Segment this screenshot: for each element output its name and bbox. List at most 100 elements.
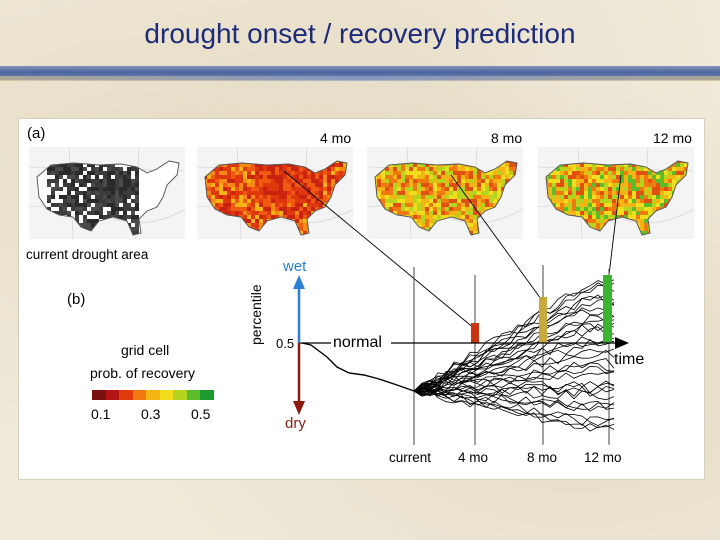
grid-cell xyxy=(299,199,303,203)
grid-cell xyxy=(327,175,331,179)
grid-cell xyxy=(303,219,307,223)
grid-cell xyxy=(429,215,433,219)
grid-cell xyxy=(584,171,588,175)
grid-cell xyxy=(135,191,139,195)
grid-cell xyxy=(51,203,55,207)
grid-cell xyxy=(552,175,556,179)
x-tick-12mo: 12 mo xyxy=(584,450,622,465)
grid-cell xyxy=(560,171,564,175)
grid-cell xyxy=(315,183,319,187)
grid-cell xyxy=(87,207,91,211)
grid-cell xyxy=(111,183,115,187)
grid-cell xyxy=(79,175,83,179)
grid-cell xyxy=(624,203,628,207)
grid-cell xyxy=(481,179,485,183)
ensemble-trace xyxy=(413,326,615,392)
grid-cell xyxy=(449,179,453,183)
grid-cell xyxy=(71,211,75,215)
grid-cell xyxy=(37,175,39,179)
grid-cell xyxy=(385,191,389,195)
grid-cell xyxy=(425,207,429,211)
grid-cell xyxy=(111,187,115,191)
grid-cell xyxy=(91,175,95,179)
grid-cell xyxy=(119,195,123,199)
grid-cell xyxy=(636,203,640,207)
grid-cell xyxy=(283,183,287,187)
grid-cell xyxy=(433,191,437,195)
grid-cell xyxy=(151,191,155,195)
grid-cell xyxy=(684,167,688,171)
grid-cell xyxy=(111,175,115,179)
grid-cell xyxy=(295,187,299,191)
grid-cell xyxy=(303,199,307,203)
grid-cell xyxy=(79,171,83,175)
grid-cell xyxy=(87,191,91,195)
grid-cell xyxy=(668,167,672,171)
grid-cell xyxy=(235,199,239,203)
grid-cell xyxy=(87,211,91,215)
title-rule-accent xyxy=(0,76,720,81)
grid-cell xyxy=(267,171,271,175)
grid-cell xyxy=(389,187,393,191)
grid-cell xyxy=(461,179,465,183)
grid-cell xyxy=(377,191,381,195)
grid-cell xyxy=(335,179,339,183)
grid-cell xyxy=(469,167,473,171)
grid-cell xyxy=(405,203,409,207)
grid-cell xyxy=(219,207,223,211)
grid-cell xyxy=(103,195,107,199)
time-arrowhead xyxy=(615,337,629,349)
grid-cell xyxy=(275,163,279,167)
grid-cell xyxy=(115,203,119,207)
grid-cell xyxy=(576,179,580,183)
grid-cell xyxy=(449,203,453,207)
grid-cell xyxy=(123,211,127,215)
map-12mo xyxy=(538,147,694,239)
grid-cell xyxy=(461,215,465,219)
grid-cell xyxy=(103,203,107,207)
grid-cell xyxy=(231,163,235,167)
grid-cell xyxy=(319,183,323,187)
grid-cell xyxy=(556,175,560,179)
grid-cell xyxy=(287,207,291,211)
grid-cell xyxy=(99,215,103,219)
grid-cell xyxy=(247,195,251,199)
grid-cell xyxy=(509,175,513,179)
grid-cell xyxy=(279,199,283,203)
grid-cell xyxy=(279,163,283,167)
connector-8mo xyxy=(450,174,542,300)
grid-cell xyxy=(111,211,115,215)
grid-cell xyxy=(608,203,612,207)
grid-cell xyxy=(433,167,437,171)
grid-cell xyxy=(107,211,111,215)
grid-cell xyxy=(103,171,107,175)
grid-cell xyxy=(271,211,275,215)
grid-cell xyxy=(652,195,656,199)
grid-cell xyxy=(616,167,620,171)
grid-cell xyxy=(123,167,127,171)
grid-cell xyxy=(299,203,303,207)
grid-cell xyxy=(612,195,616,199)
grid-cell xyxy=(227,199,231,203)
grid-cell xyxy=(327,191,331,195)
grid-cell xyxy=(584,203,588,207)
grid-cell xyxy=(67,195,71,199)
grid-cell xyxy=(211,179,215,183)
grid-cell xyxy=(417,199,421,203)
grid-cell xyxy=(576,203,580,207)
grid-cell xyxy=(119,183,123,187)
grid-cell xyxy=(107,207,111,211)
grid-cell xyxy=(493,203,497,207)
grid-cell xyxy=(584,199,588,203)
grid-cell xyxy=(71,163,75,167)
grid-cell xyxy=(135,175,139,179)
grid-cell xyxy=(648,179,652,183)
grid-cell xyxy=(139,171,143,175)
grid-cell xyxy=(71,199,75,203)
grid-cell xyxy=(576,163,580,167)
grid-cell xyxy=(481,195,485,199)
grid-cell xyxy=(47,167,51,171)
grid-cell xyxy=(469,203,473,207)
grid-cell xyxy=(560,187,564,191)
ensemble-trace xyxy=(413,316,615,392)
